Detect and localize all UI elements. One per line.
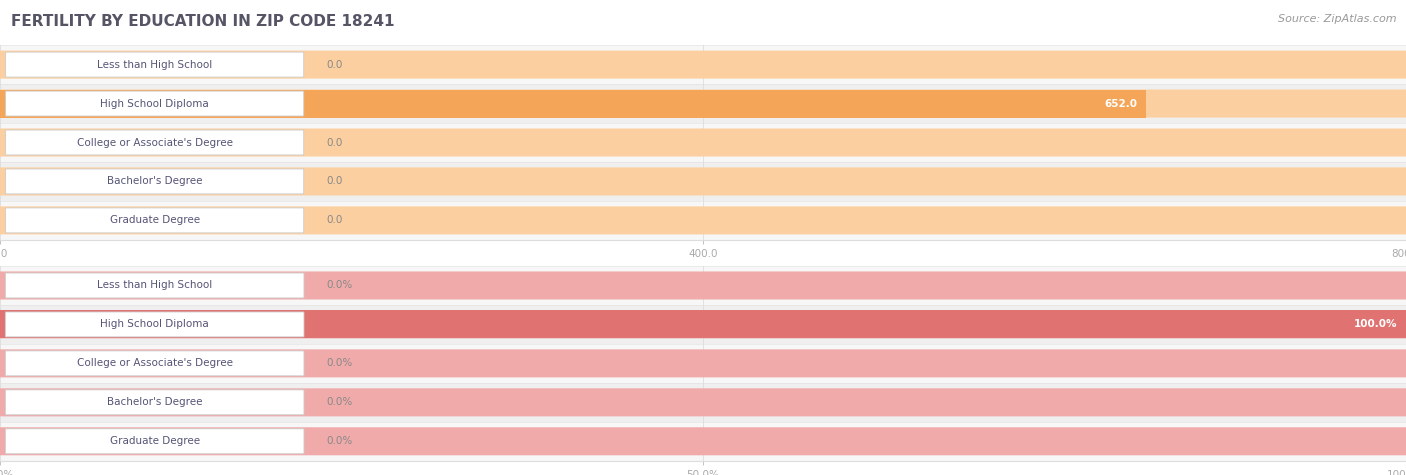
Text: 0.0: 0.0 [326,137,343,148]
Text: 0.0%: 0.0% [326,358,353,369]
Text: FERTILITY BY EDUCATION IN ZIP CODE 18241: FERTILITY BY EDUCATION IN ZIP CODE 18241 [11,14,395,29]
FancyBboxPatch shape [6,390,304,415]
FancyBboxPatch shape [6,273,304,298]
Bar [0,383,1406,422]
FancyBboxPatch shape [6,351,304,376]
Text: 652.0: 652.0 [1105,98,1137,109]
Text: Less than High School: Less than High School [97,59,212,70]
FancyBboxPatch shape [0,89,1406,118]
FancyBboxPatch shape [0,271,1406,300]
Bar [0,89,1146,118]
FancyBboxPatch shape [0,427,1406,456]
Text: College or Associate's Degree: College or Associate's Degree [77,358,232,369]
FancyBboxPatch shape [0,206,1406,235]
Text: 0.0%: 0.0% [326,436,353,446]
FancyBboxPatch shape [6,130,304,155]
Text: 0.0: 0.0 [326,215,343,226]
Text: Source: ZipAtlas.com: Source: ZipAtlas.com [1278,14,1396,24]
FancyBboxPatch shape [0,50,1406,79]
FancyBboxPatch shape [0,388,1406,417]
Text: High School Diploma: High School Diploma [100,319,209,330]
FancyBboxPatch shape [0,349,1406,378]
Text: 0.0: 0.0 [326,59,343,70]
Bar [0,201,1406,240]
Text: Less than High School: Less than High School [97,280,212,291]
Bar [0,310,1406,339]
Bar [0,266,1406,305]
Text: Bachelor's Degree: Bachelor's Degree [107,397,202,408]
FancyBboxPatch shape [6,208,304,233]
Text: 0.0%: 0.0% [326,397,353,408]
Bar [0,305,1406,344]
FancyBboxPatch shape [6,169,304,194]
Bar [0,344,1406,383]
Bar [0,84,1406,123]
FancyBboxPatch shape [0,167,1406,196]
Text: Bachelor's Degree: Bachelor's Degree [107,176,202,187]
Text: 0.0%: 0.0% [326,280,353,291]
FancyBboxPatch shape [0,128,1406,157]
Bar [0,123,1406,162]
Text: Graduate Degree: Graduate Degree [110,215,200,226]
Text: Graduate Degree: Graduate Degree [110,436,200,446]
FancyBboxPatch shape [6,312,304,337]
Bar [0,422,1406,461]
FancyBboxPatch shape [0,310,1406,339]
FancyBboxPatch shape [6,429,304,454]
Text: 0.0: 0.0 [326,176,343,187]
FancyBboxPatch shape [6,91,304,116]
Text: High School Diploma: High School Diploma [100,98,209,109]
FancyBboxPatch shape [6,52,304,77]
Bar [0,162,1406,201]
Bar [0,45,1406,84]
Text: College or Associate's Degree: College or Associate's Degree [77,137,232,148]
Text: 100.0%: 100.0% [1354,319,1398,330]
